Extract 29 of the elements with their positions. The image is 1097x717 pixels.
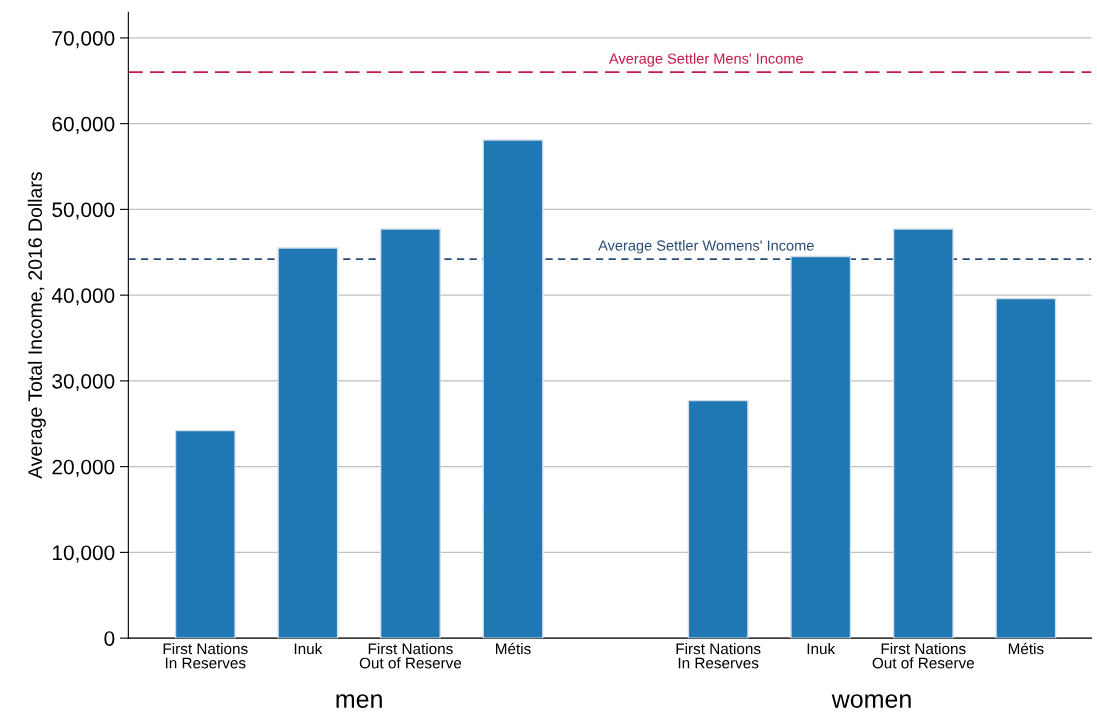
text: men bbox=[336, 694, 382, 708]
bar bbox=[277, 247, 339, 639]
y-tick-label: 10,000 bbox=[53, 545, 115, 563]
bar bbox=[687, 399, 749, 639]
y-axis-title: Average Total Income, 2016 Dollars bbox=[27, 172, 46, 479]
y-tick-label: 20,000 bbox=[52, 459, 115, 477]
y-tick-label: 30,000 bbox=[52, 373, 115, 392]
y-tick-label: 70,000 bbox=[52, 30, 115, 49]
x-tick-label: Inuk bbox=[294, 642, 323, 655]
x-tick-label: First Nations In Reserves bbox=[163, 642, 248, 669]
x-tick-label: Inuk bbox=[807, 642, 836, 655]
y-tick-label: 60,000 bbox=[52, 116, 115, 134]
bar bbox=[892, 228, 954, 639]
ref-line-label: Average Settler Womens' Income bbox=[598, 239, 814, 254]
y-tick-label: 50,000 bbox=[52, 202, 115, 220]
x-tick-label: Métis bbox=[1008, 642, 1044, 655]
x-tick-label: First Nations In Reserves bbox=[676, 642, 761, 669]
bar bbox=[790, 255, 852, 639]
x-tick-label: First Nations Out of Reserve bbox=[872, 642, 974, 669]
bar bbox=[995, 297, 1057, 639]
x-tick-label: First Nations Out of Reserve bbox=[359, 642, 462, 669]
bar bbox=[174, 429, 236, 639]
ref-line-label: Average Settler Mens' Income bbox=[608, 53, 803, 67]
text: women bbox=[831, 694, 911, 708]
y-tick-label: 0 bbox=[104, 631, 115, 646]
x-tick-label: Métis bbox=[496, 642, 531, 655]
bar bbox=[482, 139, 544, 639]
bar bbox=[379, 228, 441, 639]
y-tick-label: 40,000 bbox=[51, 288, 115, 306]
